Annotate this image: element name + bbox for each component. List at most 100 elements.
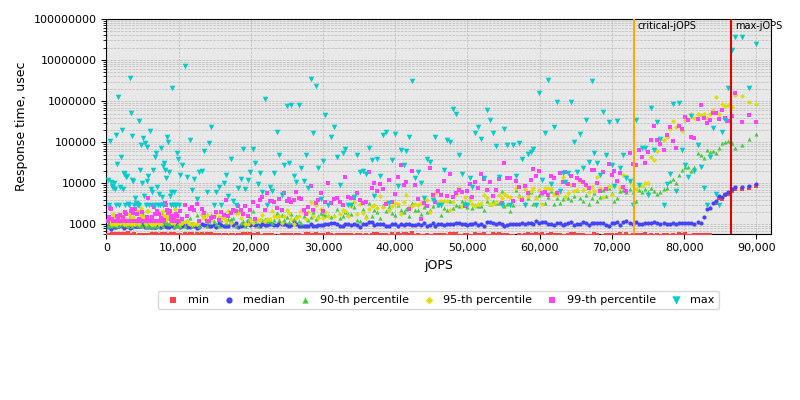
95-th percentile bbox=[597, 193, 610, 200]
min bbox=[386, 230, 398, 237]
95-th percentile bbox=[327, 213, 340, 219]
max bbox=[676, 147, 689, 154]
90-th percentile bbox=[176, 215, 189, 222]
95-th percentile bbox=[606, 192, 618, 198]
max bbox=[127, 178, 140, 184]
95-th percentile bbox=[258, 217, 271, 224]
90-th percentile bbox=[409, 207, 422, 213]
min bbox=[163, 233, 176, 239]
99-th percentile bbox=[222, 213, 235, 219]
max bbox=[157, 202, 170, 208]
max bbox=[153, 190, 166, 197]
min bbox=[403, 231, 416, 238]
90-th percentile bbox=[524, 189, 537, 196]
min bbox=[126, 232, 138, 238]
min bbox=[642, 233, 654, 239]
99-th percentile bbox=[654, 140, 667, 147]
95-th percentile bbox=[498, 190, 511, 197]
95-th percentile bbox=[382, 206, 395, 213]
90-th percentile bbox=[585, 195, 598, 201]
90-th percentile bbox=[273, 217, 286, 224]
95-th percentile bbox=[176, 220, 189, 226]
99-th percentile bbox=[530, 173, 542, 179]
median bbox=[339, 221, 352, 228]
95-th percentile bbox=[504, 194, 517, 200]
99-th percentile bbox=[513, 184, 526, 191]
min bbox=[285, 232, 298, 238]
median bbox=[600, 222, 613, 228]
min bbox=[148, 232, 161, 238]
min bbox=[122, 230, 134, 236]
median bbox=[429, 223, 442, 229]
min bbox=[244, 231, 257, 237]
90-th percentile bbox=[663, 178, 676, 184]
99-th percentile bbox=[377, 186, 390, 192]
99-th percentile bbox=[116, 214, 129, 220]
99-th percentile bbox=[536, 190, 549, 196]
min bbox=[412, 231, 425, 238]
min bbox=[600, 232, 613, 238]
min bbox=[325, 232, 338, 238]
95-th percentile bbox=[638, 180, 651, 186]
min bbox=[582, 233, 595, 240]
max bbox=[154, 145, 167, 151]
90-th percentile bbox=[116, 219, 129, 225]
max bbox=[112, 94, 125, 100]
90-th percentile bbox=[154, 219, 166, 226]
max bbox=[230, 202, 242, 208]
max bbox=[660, 181, 673, 188]
99-th percentile bbox=[176, 216, 189, 222]
90-th percentile bbox=[478, 206, 490, 213]
min bbox=[409, 232, 422, 239]
95-th percentile bbox=[426, 193, 439, 199]
min bbox=[716, 196, 729, 202]
median bbox=[490, 221, 502, 227]
95-th percentile bbox=[310, 202, 322, 208]
99-th percentile bbox=[122, 218, 135, 224]
max bbox=[122, 201, 134, 208]
max bbox=[139, 202, 152, 208]
99-th percentile bbox=[504, 175, 517, 181]
max bbox=[162, 138, 174, 145]
max bbox=[147, 202, 160, 208]
max bbox=[474, 136, 487, 142]
99-th percentile bbox=[735, 119, 748, 126]
95-th percentile bbox=[239, 221, 252, 228]
95-th percentile bbox=[678, 117, 691, 124]
median bbox=[466, 221, 479, 228]
90-th percentile bbox=[750, 131, 762, 137]
max bbox=[195, 168, 208, 174]
95-th percentile bbox=[156, 208, 169, 214]
median bbox=[160, 222, 173, 229]
99-th percentile bbox=[414, 215, 427, 222]
99-th percentile bbox=[610, 177, 623, 184]
90-th percentile bbox=[423, 207, 436, 214]
min bbox=[106, 231, 119, 237]
min bbox=[297, 233, 310, 240]
median bbox=[594, 220, 606, 226]
90-th percentile bbox=[282, 219, 295, 226]
min bbox=[123, 232, 136, 239]
median bbox=[123, 225, 136, 232]
99-th percentile bbox=[635, 153, 648, 160]
95-th percentile bbox=[657, 137, 670, 143]
max bbox=[310, 83, 322, 89]
99-th percentile bbox=[317, 208, 330, 214]
min bbox=[220, 232, 233, 238]
95-th percentile bbox=[591, 174, 604, 180]
95-th percentile bbox=[178, 219, 191, 226]
90-th percentile bbox=[600, 193, 613, 200]
90-th percentile bbox=[685, 167, 698, 174]
99-th percentile bbox=[186, 204, 198, 210]
99-th percentile bbox=[371, 188, 384, 194]
99-th percentile bbox=[246, 199, 259, 206]
median bbox=[527, 220, 540, 227]
max bbox=[327, 124, 340, 130]
90-th percentile bbox=[623, 186, 636, 192]
99-th percentile bbox=[263, 198, 276, 204]
median bbox=[565, 218, 578, 225]
90-th percentile bbox=[103, 219, 116, 226]
99-th percentile bbox=[461, 188, 474, 194]
median bbox=[538, 219, 551, 226]
median bbox=[166, 222, 178, 228]
